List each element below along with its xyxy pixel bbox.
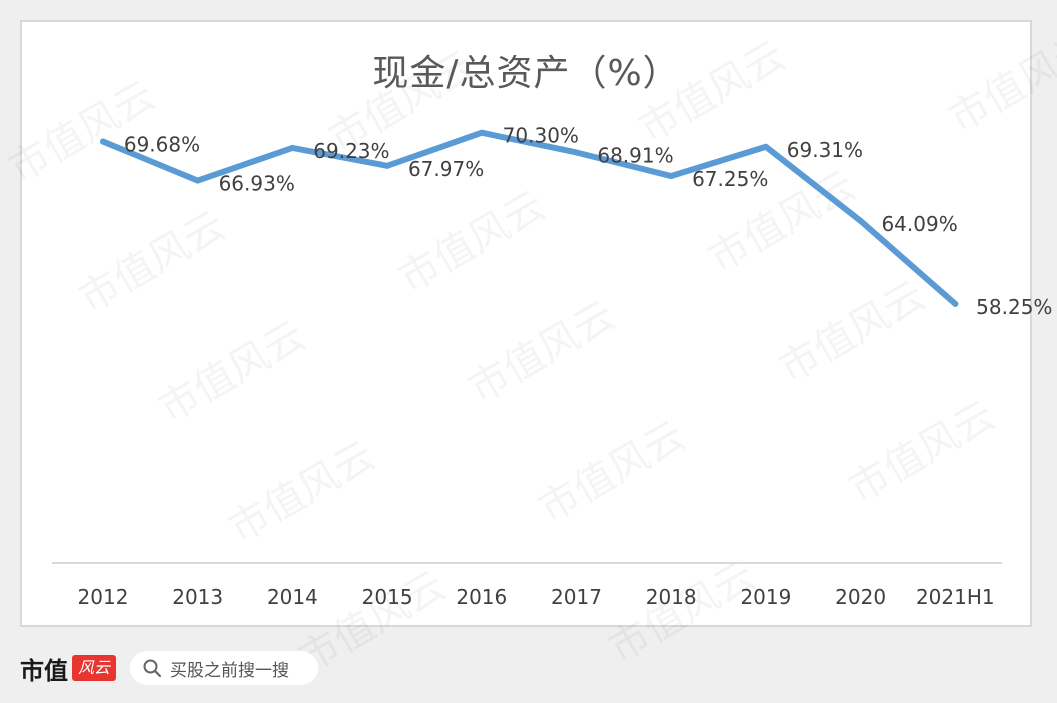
data-label: 69.68% bbox=[124, 133, 200, 157]
series-line bbox=[100, 129, 959, 307]
data-label: 70.30% bbox=[503, 124, 579, 148]
chart-card bbox=[20, 20, 1032, 627]
x-tick-label: 2018 bbox=[646, 585, 697, 609]
data-label: 66.93% bbox=[219, 172, 295, 196]
search-icon bbox=[143, 659, 162, 678]
data-point bbox=[573, 149, 580, 156]
brand-logo-text: 市值 bbox=[20, 655, 68, 685]
footer: 市值 风云 买股之前搜一搜 bbox=[20, 650, 319, 686]
data-label: 68.91% bbox=[597, 143, 673, 167]
x-tick-label: 2017 bbox=[551, 585, 602, 609]
x-tick-label: 2020 bbox=[835, 585, 886, 609]
search-box[interactable]: 买股之前搜一搜 bbox=[130, 651, 319, 685]
data-point bbox=[194, 177, 201, 184]
x-tick-label: 2016 bbox=[456, 585, 507, 609]
data-point bbox=[668, 173, 675, 180]
data-label: 58.25% bbox=[976, 295, 1052, 319]
data-point bbox=[478, 129, 485, 136]
data-point bbox=[289, 144, 296, 151]
data-point bbox=[762, 143, 769, 150]
data-point bbox=[952, 300, 959, 307]
data-point bbox=[384, 162, 391, 169]
data-point bbox=[857, 217, 864, 224]
x-tick-label: 2015 bbox=[362, 585, 413, 609]
data-label: 69.23% bbox=[313, 139, 389, 163]
data-label: 67.97% bbox=[408, 157, 484, 181]
x-tick-label: 2021H1 bbox=[916, 585, 995, 609]
search-placeholder: 买股之前搜一搜 bbox=[170, 660, 290, 681]
x-tick-label: 2019 bbox=[740, 585, 791, 609]
brand-logo-badge: 风云 bbox=[72, 655, 117, 681]
chart-title: 现金/总资产（%） bbox=[372, 53, 680, 94]
data-label: 67.25% bbox=[692, 167, 768, 191]
data-point bbox=[100, 138, 106, 145]
data-label: 69.31% bbox=[787, 138, 863, 162]
x-tick-label: 2012 bbox=[78, 585, 129, 609]
x-tick-label: 2014 bbox=[267, 585, 318, 609]
x-tick-label: 2013 bbox=[172, 585, 223, 609]
data-label: 64.09% bbox=[881, 212, 957, 236]
